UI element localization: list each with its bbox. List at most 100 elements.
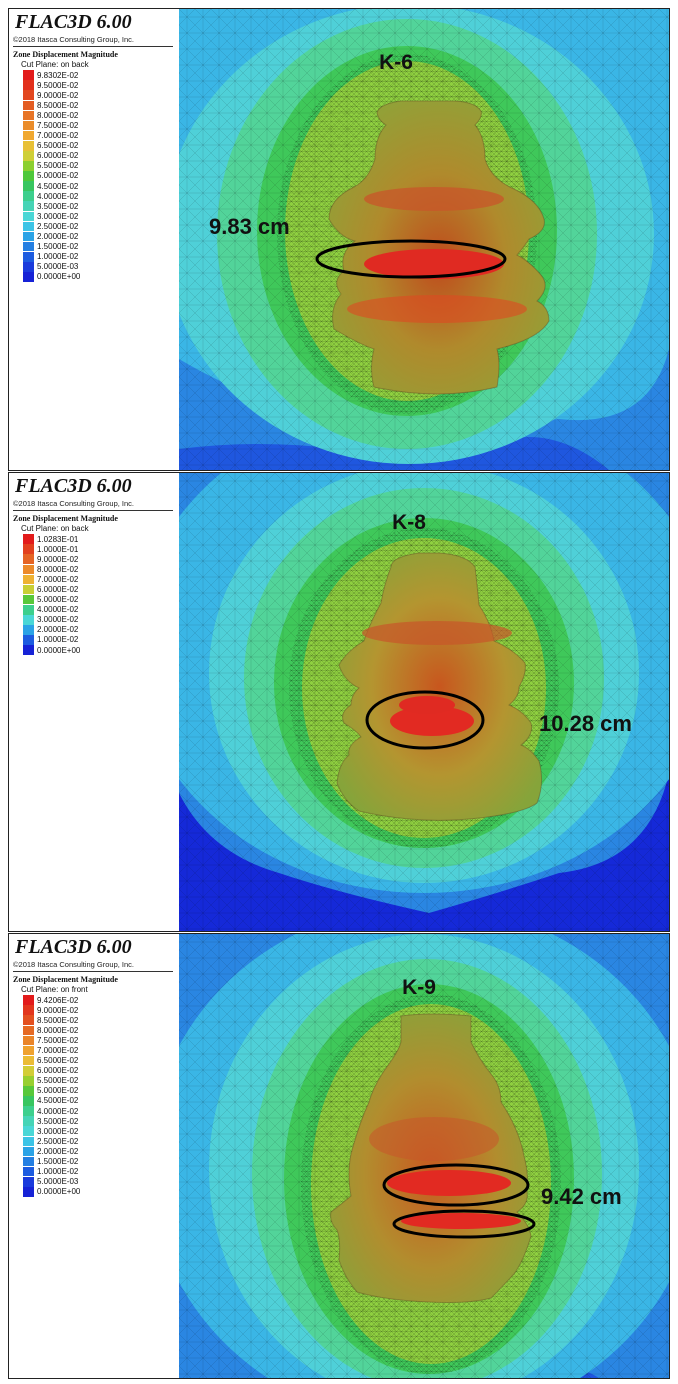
- legend-value: 7.0000E-02: [37, 574, 79, 584]
- legend-entry: 5.5000E-02: [23, 1076, 80, 1086]
- legend-swatch: [23, 544, 34, 554]
- legend-entry: 4.0000E-02: [23, 1106, 80, 1116]
- divider: [13, 46, 173, 47]
- legend-swatch: [23, 140, 34, 151]
- legend-swatch: [23, 80, 34, 90]
- legend-entry: 6.0000E-02: [23, 584, 80, 595]
- displacement-plot: K-6 9.83 cm: [179, 9, 669, 470]
- legend-entry: 2.0000E-02: [23, 625, 80, 635]
- legend-swatch: [23, 1076, 34, 1086]
- legend-swatch: [23, 272, 34, 282]
- legend-swatch: [23, 191, 34, 201]
- legend-entry: 2.5000E-02: [23, 1136, 80, 1147]
- legend-entry: 8.0000E-02: [23, 1025, 80, 1036]
- legend-swatch: [23, 171, 34, 181]
- legend-panel: FLAC3D 6.00 ©2018 Itasca Consulting Grou…: [9, 473, 180, 931]
- copyright-text: ©2018 Itasca Consulting Group, Inc.: [13, 499, 135, 508]
- legend-entry: 7.0000E-02: [23, 1045, 80, 1056]
- legend-swatch: [23, 1086, 34, 1096]
- legend-swatch: [23, 1166, 34, 1177]
- legend-entry: 7.0000E-02: [23, 130, 80, 141]
- legend-entry: 5.0000E-02: [23, 171, 80, 181]
- divider: [13, 510, 173, 511]
- legend-value: 8.0000E-02: [37, 564, 79, 574]
- legend-value: 2.5000E-02: [37, 221, 79, 231]
- legend-value: 1.0283E-01: [37, 534, 79, 544]
- legend-value: 7.5000E-02: [37, 121, 79, 131]
- legend-swatch: [23, 1156, 34, 1167]
- legend-entry: 2.0000E-02: [23, 231, 80, 242]
- legend-value: 8.5000E-02: [37, 100, 79, 110]
- panel-k6: FLAC3D 6.00 ©2018 Itasca Consulting Grou…: [8, 8, 670, 471]
- legend-swatch: [23, 1096, 34, 1106]
- displacement-annotation: 9.83 cm: [209, 214, 290, 239]
- legend-entry: 7.0000E-02: [23, 574, 80, 585]
- cut-plane-label: Cut Plane: on back: [21, 524, 89, 533]
- legend-value: 1.5000E-02: [37, 1157, 79, 1167]
- copyright-text: ©2018 Itasca Consulting Group, Inc.: [13, 960, 135, 969]
- legend-value: 4.0000E-02: [37, 191, 79, 201]
- legend-value: 2.0000E-02: [37, 1146, 79, 1156]
- legend-panel: FLAC3D 6.00 ©2018 Itasca Consulting Grou…: [9, 934, 180, 1378]
- cavity-hotspot: [364, 249, 504, 279]
- max-displacement-ellipse-lower: [392, 1209, 536, 1239]
- legend-value: 2.0000E-02: [37, 232, 79, 242]
- legend-entry: 3.5000E-02: [23, 201, 80, 212]
- legend-entry: 1.5000E-02: [23, 241, 80, 252]
- cut-plane-label: Cut Plane: on front: [21, 985, 88, 994]
- legend-value: 2.0000E-02: [37, 625, 79, 635]
- legend-title: Zone Displacement Magnitude: [13, 975, 118, 984]
- legend-value: 6.0000E-02: [37, 585, 79, 595]
- legend-entry: 3.0000E-02: [23, 1126, 80, 1137]
- legend-value: 0.0000E+00: [37, 645, 81, 655]
- legend-entry: 4.0000E-02: [23, 191, 80, 201]
- legend-value: 9.0000E-02: [37, 554, 79, 564]
- panel-k8: FLAC3D 6.00 ©2018 Itasca Consulting Grou…: [8, 472, 670, 932]
- legend-swatch: [23, 201, 34, 212]
- cavity-hotspot: [387, 1170, 511, 1196]
- cavity-band-upper: [362, 621, 512, 645]
- legend-panel: FLAC3D 6.00 ©2018 Itasca Consulting Grou…: [9, 9, 180, 470]
- legend-entry: 1.0000E-02: [23, 251, 80, 262]
- legend-value: 0.0000E+00: [37, 272, 81, 282]
- software-title: FLAC3D 6.00: [15, 475, 132, 497]
- legend-swatch: [23, 1055, 34, 1066]
- legend-swatch: [23, 1176, 34, 1187]
- legend-value: 6.0000E-02: [37, 1066, 79, 1076]
- legend-value: 7.5000E-02: [37, 1035, 79, 1045]
- legend-entry: 1.0000E-02: [23, 1166, 80, 1177]
- legend-value: 8.0000E-02: [37, 1025, 79, 1035]
- legend-swatch: [23, 231, 34, 242]
- legend-swatch: [23, 221, 34, 232]
- legend-swatch: [23, 1187, 34, 1197]
- legend-value: 9.4206E-02: [37, 995, 79, 1005]
- legend-entry: 6.5000E-02: [23, 1055, 80, 1066]
- legend-entry: 8.0000E-02: [23, 110, 80, 121]
- panel-label: K-9: [402, 976, 436, 999]
- legend-entry: 3.0000E-02: [23, 615, 80, 625]
- legend-value: 6.5000E-02: [37, 141, 79, 151]
- legend-entry: 2.0000E-02: [23, 1146, 80, 1157]
- legend-value: 9.5000E-02: [37, 80, 79, 90]
- legend-swatch: [23, 1146, 34, 1157]
- divider: [13, 971, 173, 972]
- legend-swatch: [23, 584, 34, 595]
- max-displacement-ellipse: [315, 239, 507, 279]
- legend-entry: 9.0000E-02: [23, 90, 80, 101]
- legend-title: Zone Displacement Magnitude: [13, 50, 118, 59]
- legend-value: 5.5000E-02: [37, 161, 79, 171]
- legend-entry: 1.5000E-02: [23, 1156, 80, 1167]
- legend-value: 9.0000E-02: [37, 90, 79, 100]
- cavity-shape: [328, 100, 550, 395]
- legend-entry: 4.5000E-02: [23, 181, 80, 191]
- legend-entry: 6.0000E-02: [23, 1065, 80, 1076]
- legend-value: 5.0000E-02: [37, 171, 79, 181]
- legend-swatch: [23, 161, 34, 171]
- legend-value: 4.5000E-02: [37, 181, 79, 191]
- legend-value: 3.0000E-02: [37, 615, 79, 625]
- legend-value: 1.0000E-01: [37, 544, 79, 554]
- legend-entry: 5.0000E-03: [23, 1176, 80, 1187]
- displacement-plot: K-8 10.28 cm: [179, 473, 669, 931]
- legend-swatch: [23, 100, 34, 111]
- cavity-hotspot-upper: [399, 696, 455, 714]
